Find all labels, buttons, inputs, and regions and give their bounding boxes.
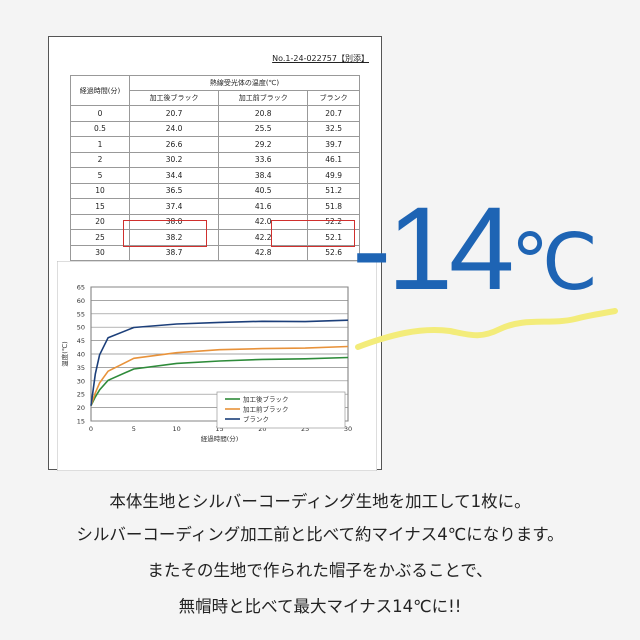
table-cell: 40.5 <box>218 182 309 199</box>
table-cell: 34.4 <box>128 167 220 184</box>
table-cell: 25 <box>70 229 130 246</box>
table-cell: 1 <box>70 136 130 153</box>
table-cell: 15 <box>70 198 130 215</box>
caption-line: 本体生地とシルバーコーディング生地を加工して1枚に。 <box>109 492 531 511</box>
y-tick-label: 25 <box>77 391 85 399</box>
caption-line: シルバーコーディング加工前と比べて約マイナス4℃になります。 <box>76 525 564 544</box>
table-row: 20 38.0 42.0 52.2 <box>70 213 360 230</box>
series-line <box>90 356 349 407</box>
table-cell: 30 <box>70 244 130 261</box>
table-cell: 49.9 <box>307 167 360 184</box>
x-tick-label: 25 <box>301 425 309 433</box>
y-tick-label: 65 <box>77 284 85 292</box>
temperature-chart: 15 20 25 30 35 40 45 50 55 60 65 0 5 10 15 20 25 30 経過時間(分… <box>57 261 377 471</box>
highlight-box <box>271 220 355 247</box>
y-tick-label: 60 <box>77 297 85 305</box>
test-report-document: No.1-24-022757【別添】 経過時間(分) 熱線受光体の温度(℃) 加… <box>48 36 382 471</box>
table-cell: 20.7 <box>307 105 360 122</box>
y-tick-label: 15 <box>77 418 85 426</box>
table-cell: 26.6 <box>128 136 220 153</box>
table-row: 1 26.6 29.2 39.7 <box>70 136 360 153</box>
table-cell: 24.0 <box>128 120 220 137</box>
header-col: ブランク <box>307 90 360 106</box>
header-col: 加工前ブラック <box>218 90 309 106</box>
x-tick-label: 20 <box>258 425 266 433</box>
table-row: 10 36.5 40.5 51.2 <box>70 182 360 199</box>
table-cell: 0.5 <box>70 120 130 137</box>
x-tick-label: 15 <box>215 425 223 433</box>
table-cell: 38.4 <box>218 167 309 184</box>
table-cell: 25.5 <box>218 120 309 137</box>
table-cell: 20.7 <box>128 105 220 122</box>
x-axis-label: 経過時間(分) <box>201 434 239 443</box>
table-row: 30 38.7 42.8 52.6 <box>70 244 360 261</box>
table-cell: 42.8 <box>218 244 309 261</box>
document-number: No.1-24-022757【別添】 <box>272 54 369 63</box>
legend <box>216 391 346 429</box>
table-cell: 36.5 <box>128 182 220 199</box>
table-cell: 33.6 <box>218 151 309 168</box>
x-tick-label: 0 <box>89 425 93 433</box>
y-tick-label: 20 <box>77 404 85 412</box>
y-axis-label: 温度(℃) <box>60 341 69 366</box>
caption-line: またその生地で作られた帽子をかぶることで、 <box>147 561 493 580</box>
y-tick-label: 45 <box>77 337 85 345</box>
x-tick-label: 10 <box>173 425 181 433</box>
table-cell: 30.2 <box>128 151 220 168</box>
x-tick-label: 5 <box>132 425 136 433</box>
table-cell: 2 <box>70 151 130 168</box>
y-tick-label: 50 <box>77 324 85 332</box>
y-tick-label: 40 <box>77 351 85 359</box>
legend-label: ブランク <box>243 415 269 424</box>
header-group: 熱線受光体の温度(℃) <box>129 75 360 91</box>
series-line <box>90 345 349 406</box>
y-tick-label: 55 <box>77 310 85 318</box>
table-cell: 10 <box>70 182 130 199</box>
table-cell: 29.2 <box>218 136 309 153</box>
highlight-box <box>123 220 207 247</box>
table-cell: 38.7 <box>128 244 220 261</box>
table-cell: 20.8 <box>218 105 309 122</box>
table-cell: 37.4 <box>128 198 220 215</box>
table-cell: 41.6 <box>218 198 309 215</box>
temperature-table: 経過時間(分) 熱線受光体の温度(℃) 加工後ブラック 加工前ブラック ブランク… <box>70 75 360 261</box>
table-cell: 20 <box>70 213 130 230</box>
legend-label: 加工後ブラック <box>243 395 289 404</box>
table-cell: 52.6 <box>307 244 360 261</box>
series-line <box>90 319 349 406</box>
table-cell: 0 <box>70 105 130 122</box>
table-row: 0.5 24.0 25.5 32.5 <box>70 120 360 137</box>
y-tick-label: 35 <box>77 364 85 372</box>
table-row: 0 20.7 20.8 20.7 <box>70 105 360 122</box>
y-tick-label: 30 <box>77 377 85 385</box>
table-cell: 32.5 <box>307 120 360 137</box>
x-tick-label: 30 <box>344 425 352 433</box>
table-row: 2 30.2 33.6 46.1 <box>70 151 360 168</box>
headline-unit: ℃ <box>510 218 599 306</box>
header-col: 加工後ブラック <box>128 90 220 106</box>
table-cell: 5 <box>70 167 130 184</box>
header-time: 経過時間(分) <box>70 75 130 106</box>
caption-line: 無帽時と比べて最大マイナス14℃に!! <box>178 597 462 616</box>
headline-value: -14 <box>352 183 515 315</box>
table-cell: 46.1 <box>307 151 360 168</box>
table-cell: 39.7 <box>307 136 360 153</box>
table-row: 25 38.2 42.2 52.1 <box>70 229 360 246</box>
headline-temperature: -14℃ <box>352 190 598 308</box>
yellow-underline <box>355 308 618 350</box>
table-row: 15 37.4 41.6 51.8 <box>70 198 360 215</box>
table-row: 5 34.4 38.4 49.9 <box>70 167 360 184</box>
legend-label: 加工前ブラック <box>243 405 289 414</box>
